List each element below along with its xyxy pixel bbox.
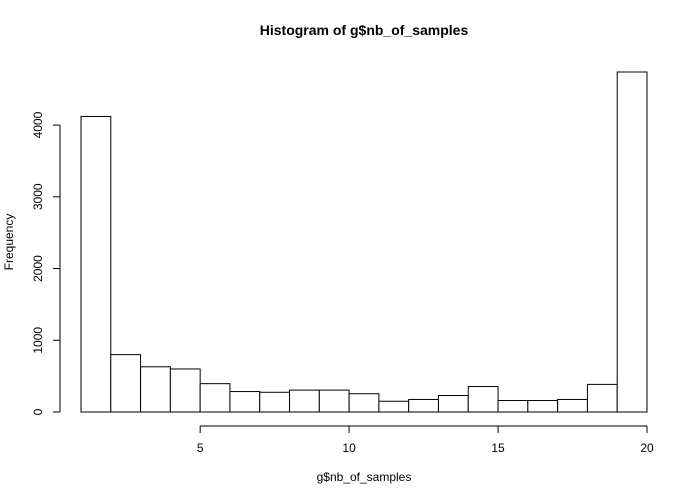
histogram-bar xyxy=(110,354,142,413)
histogram-bar xyxy=(527,400,559,413)
histogram-bar xyxy=(348,393,380,413)
histogram-bar xyxy=(408,398,439,413)
x-axis-label: g$nb_of_samples xyxy=(317,470,412,484)
histogram-bar xyxy=(497,400,529,413)
y-tick-label: 0 xyxy=(31,408,45,415)
histogram-bar xyxy=(80,115,112,413)
histogram-bar xyxy=(229,391,261,413)
histogram-bar xyxy=(586,383,618,413)
x-tick-label: 20 xyxy=(640,441,654,455)
bars-group xyxy=(80,71,648,413)
histogram-bar xyxy=(557,398,588,413)
y-axis-label: Frequency xyxy=(2,214,16,271)
histogram-bar xyxy=(616,71,648,413)
histogram-bar xyxy=(467,386,499,413)
histogram-bar xyxy=(437,395,469,413)
histogram-bar xyxy=(199,383,231,413)
y-axis: 0 1000 2000 3000 4000 xyxy=(31,111,61,415)
y-tick-label: 3000 xyxy=(31,183,45,210)
histogram-bar xyxy=(259,391,291,413)
y-tick-label: 1000 xyxy=(31,327,45,354)
histogram-bar xyxy=(318,389,350,413)
y-tick-label: 2000 xyxy=(31,255,45,282)
histogram-bar xyxy=(169,368,201,413)
y-tick-label: 4000 xyxy=(31,111,45,138)
x-tick-label: 15 xyxy=(491,441,505,455)
x-tick-label: 10 xyxy=(342,441,356,455)
histogram-bar xyxy=(140,366,171,413)
x-axis: 5 10 15 20 xyxy=(197,425,654,455)
histogram-bar xyxy=(378,400,410,413)
x-tick-label: 5 xyxy=(197,441,204,455)
histogram-bar xyxy=(289,389,320,413)
chart-title: Histogram of g$nb_of_samples xyxy=(260,22,469,38)
